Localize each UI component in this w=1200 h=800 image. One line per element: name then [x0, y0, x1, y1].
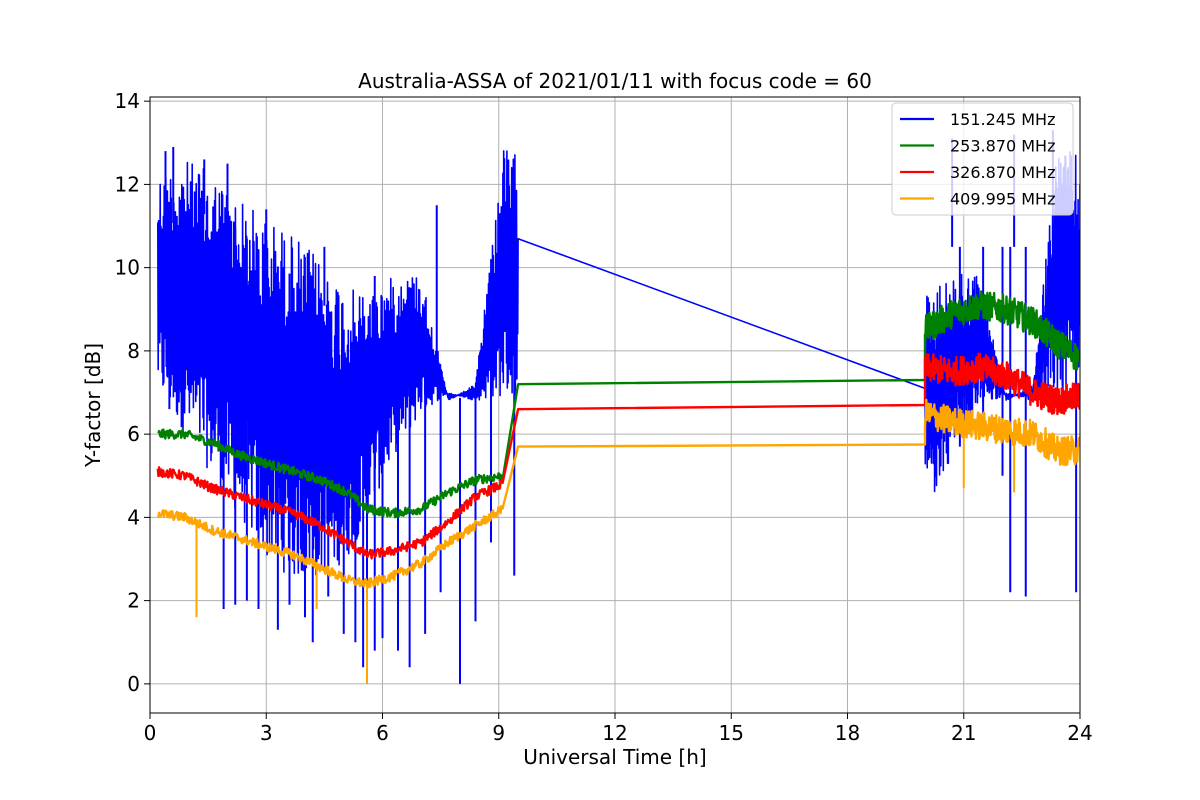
- x-tick-label: 18: [835, 721, 860, 745]
- legend: 151.245 MHz 253.870 MHz 326.870 MHz 409.995…: [891, 102, 1074, 216]
- y-axis-label: Y-factor [dB]: [81, 343, 105, 468]
- x-tick-label: 9: [492, 721, 505, 745]
- chart-title: Australia-ASSA of 2021/01/11 with focus …: [358, 69, 872, 93]
- y-tick-label: 12: [115, 172, 140, 196]
- x-tick-label: 21: [951, 721, 976, 745]
- legend-label: 253.870 MHz: [950, 137, 1055, 156]
- y-tick-label: 6: [127, 422, 140, 446]
- legend-label: 409.995 MHz: [950, 190, 1055, 209]
- series-326.870-mhz: [156, 352, 1080, 560]
- series-line: [157, 398, 1080, 589]
- series-line: [157, 150, 1080, 576]
- series-253.870-mhz: [157, 290, 1080, 519]
- legend-box: [891, 102, 1074, 216]
- legend-label: 326.870 MHz: [950, 163, 1055, 182]
- x-tick-label: 12: [602, 721, 627, 745]
- x-tick-label: 0: [144, 721, 157, 745]
- y-tick-label: 2: [127, 589, 140, 613]
- x-axis-label: Universal Time [h]: [523, 745, 706, 769]
- y-tick-label: 14: [115, 89, 140, 113]
- x-tick-label: 24: [1067, 721, 1092, 745]
- y-tick-label: 8: [127, 339, 140, 363]
- x-tick-label: 15: [719, 721, 744, 745]
- y-tick-label: 4: [127, 505, 140, 529]
- series-line: [157, 290, 1080, 519]
- series-line: [156, 352, 1080, 560]
- plot-data: [156, 130, 1080, 684]
- y-tick-label: 0: [127, 672, 140, 696]
- legend-label: 151.245 MHz: [950, 110, 1055, 129]
- x-tick-label: 6: [376, 721, 389, 745]
- x-tick-label: 3: [260, 721, 273, 745]
- y-tick-label: 10: [115, 256, 140, 280]
- series-409.995-mhz: [157, 398, 1080, 684]
